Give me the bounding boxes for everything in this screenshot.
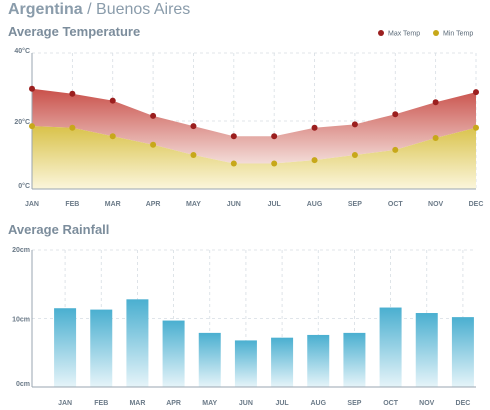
- max-temp-point: [109, 97, 116, 104]
- rainfall-bar: [126, 299, 149, 387]
- rainfall-bar: [234, 340, 257, 387]
- max-temp-point: [69, 90, 76, 97]
- rainfall-bar: [198, 332, 221, 387]
- month-label: SEP: [347, 400, 361, 407]
- rainfall-bar: [307, 334, 330, 387]
- month-label: FEB: [65, 201, 79, 208]
- rainfall-bar: [271, 337, 294, 387]
- max-temp-point: [473, 89, 479, 96]
- min-temp-point: [311, 157, 318, 164]
- min-temp-point: [69, 124, 76, 131]
- max-temp-point: [271, 133, 278, 140]
- rainfall-bar: [343, 332, 366, 387]
- max-temp-point: [190, 123, 197, 130]
- max-temp-point: [29, 85, 35, 92]
- min-temp-point: [351, 152, 358, 158]
- title-separator: /: [82, 1, 97, 18]
- month-label: MAR: [105, 201, 121, 208]
- min-temp-point: [109, 133, 116, 140]
- max-temp-point: [432, 99, 439, 106]
- page-title: Argentina / Buenos Aires: [8, 0, 190, 20]
- min-temp-point: [29, 123, 35, 130]
- y-tick-label: 10cm: [12, 317, 30, 324]
- temperature-section-title: Average Temperature: [8, 24, 141, 39]
- month-label: APR: [146, 201, 161, 208]
- month-label: JAN: [58, 400, 72, 407]
- min-temp-point: [271, 160, 278, 167]
- month-label: DEC: [456, 400, 471, 407]
- max-temp-area: [32, 88, 476, 164]
- max-temp-point: [230, 133, 237, 140]
- rainfall-bar: [90, 309, 113, 387]
- month-label: AUG: [307, 201, 323, 208]
- month-label: AUG: [310, 400, 326, 407]
- y-tick-label: 40°C: [14, 47, 30, 55]
- month-label: NOV: [428, 201, 444, 208]
- month-label: FEB: [94, 400, 108, 407]
- max-temp-point: [311, 124, 318, 131]
- rainfall-bar: [415, 313, 438, 387]
- legend-max-marker: [378, 30, 384, 36]
- month-label: MAY: [186, 201, 201, 208]
- month-label: SEP: [348, 201, 362, 208]
- month-label: JUL: [268, 201, 282, 208]
- rainfall-bar: [54, 308, 77, 387]
- month-label: APR: [166, 400, 181, 407]
- min-temp-point: [473, 124, 479, 131]
- max-temp-point: [150, 112, 157, 119]
- min-temp-point: [190, 152, 197, 158]
- month-label: OCT: [388, 201, 404, 208]
- month-label: DEC: [469, 201, 484, 208]
- min-temp-point: [230, 160, 237, 167]
- month-label: MAR: [129, 400, 145, 407]
- rainfall-bar: [379, 307, 402, 387]
- month-label: MAY: [202, 400, 217, 407]
- rainfall-bar: [162, 320, 185, 387]
- min-temp-point: [150, 141, 157, 148]
- max-temp-point: [392, 111, 399, 118]
- y-tick-label: 0°C: [18, 182, 30, 190]
- rainfall-bar: [451, 317, 474, 387]
- temperature-chart: 0°C 20°C 40°C JAN FEB MAR APR MAY JUN JUL AUG SEP OC…: [14, 30, 484, 208]
- y-tick-label: 20cm: [12, 247, 30, 254]
- y-tick-label: 20°C: [14, 118, 30, 126]
- rainfall-section-title: Average Rainfall: [8, 222, 110, 237]
- y-tick-label: 0cm: [16, 381, 30, 388]
- month-label: JAN: [25, 201, 39, 208]
- min-temp-point: [392, 146, 399, 153]
- month-label: OCT: [383, 400, 399, 407]
- rainfall-chart: 0cm 10cm 20cm JAN FEB MAR APR MAY JUN JUL AUG SEP OC…: [12, 247, 476, 407]
- min-temp-point: [432, 135, 439, 141]
- min-temp-area: [32, 126, 476, 189]
- max-temp-point: [351, 121, 358, 128]
- legend-min-marker: [433, 30, 439, 36]
- legend-min-label: Min Temp: [443, 31, 473, 38]
- legend-max-label: Max Temp: [388, 31, 420, 38]
- month-label: NOV: [419, 400, 435, 407]
- city-name: Buenos Aires: [96, 1, 191, 18]
- month-label: JUL: [275, 400, 289, 407]
- month-label: JUN: [227, 201, 241, 208]
- country-name: Argentina: [8, 1, 83, 18]
- month-label: JUN: [239, 400, 253, 407]
